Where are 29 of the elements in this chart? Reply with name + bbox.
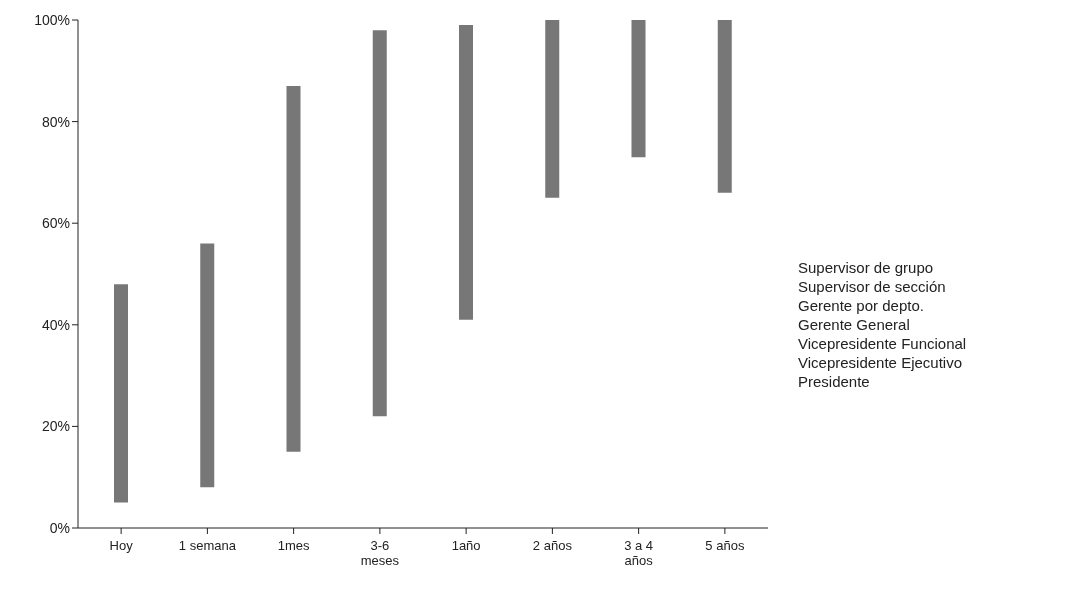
- x-tick-label: 5 años: [705, 538, 745, 553]
- x-tick-label: Hoy: [109, 538, 134, 553]
- bar: [200, 243, 215, 488]
- text: Vicepresidente Funcional: [798, 334, 967, 353]
- text: Gerente por depto.: [798, 296, 925, 315]
- y-tick-label: 80%: [41, 113, 70, 130]
- text: Supervisor de sección: [798, 277, 947, 296]
- bar: [545, 20, 560, 198]
- y-tick-label: 40%: [41, 316, 70, 333]
- y-tick-label: 0%: [49, 519, 70, 536]
- x-tick-label: 1año: [451, 538, 481, 553]
- bar: [114, 284, 128, 503]
- text: Presidente: [798, 372, 871, 391]
- x-tick-label: 2 años: [532, 538, 573, 553]
- bar: [631, 20, 646, 158]
- x-tick-label: 3 a 4 años: [624, 538, 654, 568]
- y-tick-label: 100%: [34, 11, 70, 28]
- bar: [286, 86, 301, 452]
- bar: [459, 25, 473, 320]
- x-tick-label: 3-6 meses: [360, 538, 400, 568]
- y-tick-label: 60%: [41, 215, 70, 232]
- x-tick-label: 1 semana: [178, 538, 237, 553]
- y-tick-label: 20%: [41, 418, 70, 435]
- bar: [717, 20, 732, 193]
- bar: [372, 30, 387, 417]
- x-tick-label: 1mes: [277, 538, 311, 553]
- text: Gerente General: [798, 315, 911, 334]
- text: Supervisor de grupo: [798, 258, 935, 277]
- text: Vicepresidente Ejecutivo: [798, 353, 963, 372]
